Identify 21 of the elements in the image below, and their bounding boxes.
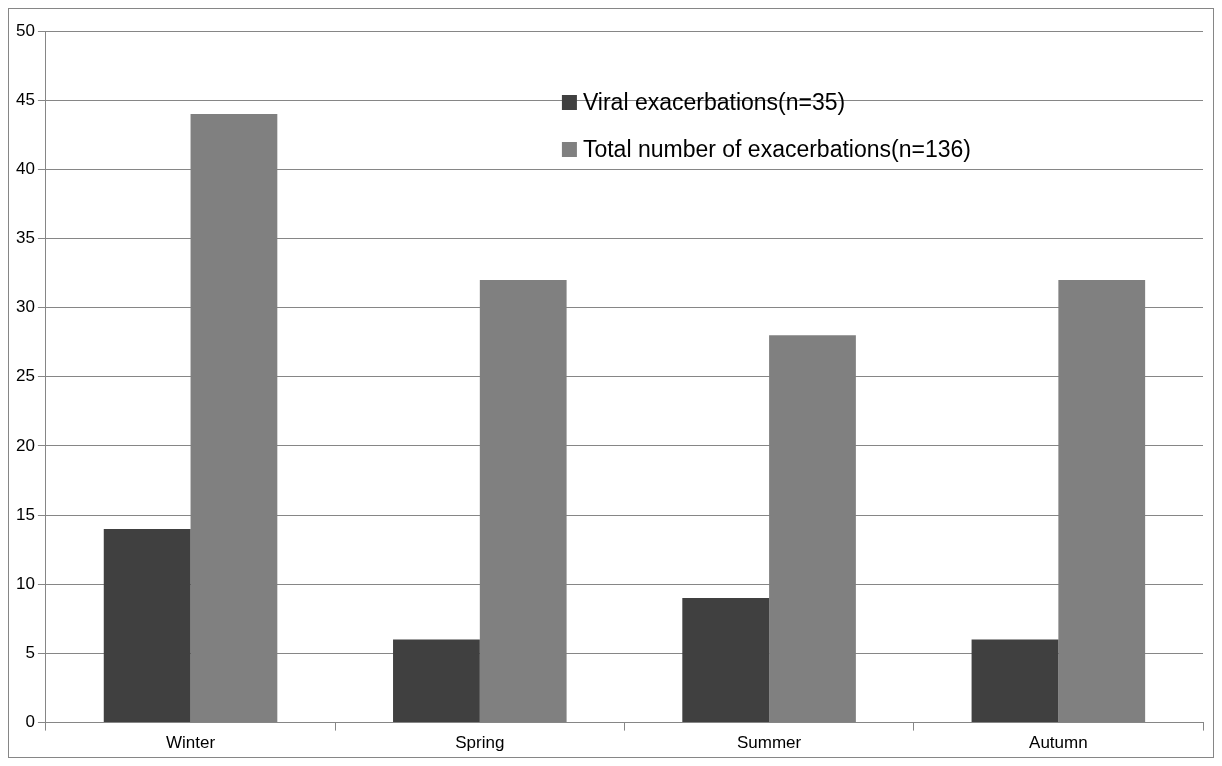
x-tick-label: Winter — [165, 733, 216, 753]
bar — [682, 598, 770, 723]
y-tick-label: 40 — [15, 159, 35, 179]
legend-label: Viral exacerbations(n=35) — [582, 89, 846, 116]
y-tick-label: 20 — [15, 435, 35, 455]
bar — [393, 639, 480, 723]
legend-label: Total number of exacerbations(n=136) — [582, 136, 971, 163]
bar — [103, 528, 191, 723]
y-tick-label: 50 — [15, 20, 35, 40]
y-tick-label: 30 — [15, 297, 35, 317]
y-tick-label: 25 — [15, 366, 35, 386]
y-tick-label: 15 — [15, 504, 35, 524]
x-tick-label: Autumn — [1029, 733, 1088, 753]
bar — [971, 639, 1059, 723]
y-tick-label: 5 — [25, 643, 35, 663]
y-tick-label: 35 — [15, 228, 35, 248]
x-tick-label: Spring — [455, 733, 505, 753]
x-tick-label: Summer — [736, 733, 802, 753]
y-tick-label: 45 — [15, 89, 35, 109]
y-tick-label: 0 — [25, 712, 35, 732]
y-tick-label: 10 — [15, 573, 35, 593]
